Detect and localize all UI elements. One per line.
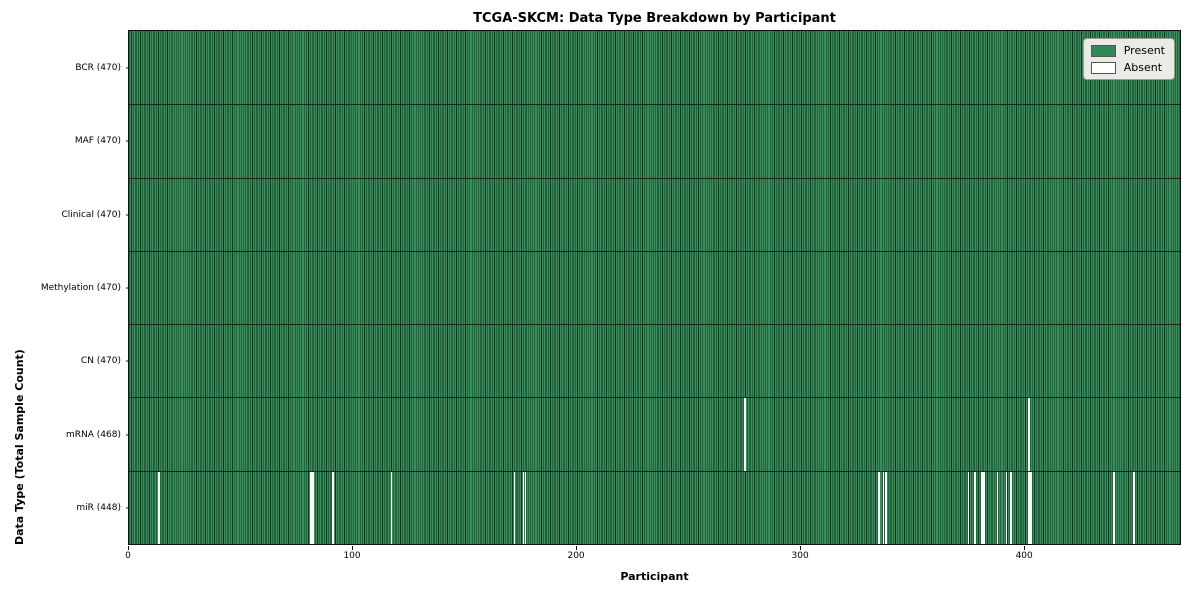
legend-swatch-present — [1090, 44, 1116, 57]
y-tick-label: CN (470) — [80, 356, 121, 367]
absent-stripe — [974, 471, 976, 544]
y-tick-label: BCR (470) — [75, 62, 121, 73]
x-tick-label: 100 — [343, 551, 361, 561]
absent-stripe — [524, 471, 527, 544]
legend-label: Absent — [1123, 61, 1163, 74]
absent-stripe — [310, 471, 312, 544]
absent-stripe — [967, 471, 970, 544]
absent-stripe — [522, 471, 525, 544]
legend-label: Present — [1123, 44, 1165, 57]
x-tick-label: 200 — [567, 551, 585, 561]
absent-stripe — [878, 471, 880, 544]
x-tick-label: 0 — [125, 551, 131, 561]
absent-stripe — [996, 471, 999, 544]
x-tick-mark — [800, 546, 802, 550]
y-tick-mark — [125, 287, 129, 289]
absent-stripe — [332, 471, 335, 544]
absent-stripe — [980, 471, 983, 544]
y-tick-mark — [125, 507, 129, 509]
x-tick-mark — [1024, 546, 1026, 550]
absent-stripe — [158, 471, 160, 544]
absent-stripe — [983, 471, 985, 544]
y-tick-mark — [125, 214, 129, 216]
x-tick-label: 400 — [1015, 551, 1033, 561]
y-tick-label: Methylation (470) — [40, 282, 121, 293]
absent-stripe — [1133, 471, 1135, 544]
x-axis-label: Participant — [620, 570, 689, 583]
y-axis-label: Data Type (Total Sample Count) — [13, 349, 26, 545]
absent-stripe — [1027, 398, 1030, 471]
y-tick-label: miR (448) — [76, 502, 121, 513]
absent-stripe — [882, 471, 885, 544]
absent-stripe — [1005, 471, 1008, 544]
absent-stripe — [1112, 471, 1115, 544]
row-mir: miR (448) — [76, 470, 1180, 544]
x-axis-ticks: 0 100 200 300 400 — [125, 545, 1181, 565]
absent-stripe — [884, 471, 887, 544]
legend-item-present: Present — [1090, 44, 1165, 57]
y-tick-mark — [125, 140, 129, 142]
legend-item-absent: Absent — [1090, 61, 1165, 74]
absent-stripe — [1027, 471, 1030, 544]
x-tick-mark — [576, 546, 578, 550]
y-tick-label: Clinical (470) — [61, 209, 121, 220]
row-bcr: BCR (470) — [75, 31, 1180, 105]
y-tick-mark — [125, 434, 129, 436]
legend: Present Absent — [1082, 38, 1175, 80]
row-methylation: Methylation (470) — [41, 250, 1180, 325]
x-tick-label: 300 — [791, 551, 809, 561]
row-cn: CN (470) — [81, 324, 1180, 398]
absent-stripe — [1030, 471, 1032, 544]
absent-stripe — [1010, 471, 1012, 544]
row-mrna: mRNA (468) — [66, 397, 1180, 471]
row-maf: MAF (470) — [75, 104, 1180, 178]
absent-stripe — [390, 471, 393, 544]
chart-title: TCGA-SKCM: Data Type Breakdown by Partic… — [473, 11, 836, 26]
x-tick-mark — [128, 546, 129, 550]
legend-swatch-absent — [1090, 61, 1116, 74]
y-tick-mark — [125, 67, 129, 69]
absent-stripe — [312, 471, 315, 544]
y-tick-label: mRNA (468) — [66, 429, 121, 440]
y-tick-label: MAF (470) — [74, 136, 121, 147]
row-clinical: Clinical (470) — [61, 177, 1180, 251]
absent-stripe — [513, 471, 516, 544]
y-tick-mark — [125, 360, 129, 362]
plot-area: BCR (470) MAF (470) Clinical (470) Methylat… — [41, 30, 1181, 545]
x-tick-mark — [352, 546, 354, 550]
absent-stripe — [743, 398, 746, 471]
